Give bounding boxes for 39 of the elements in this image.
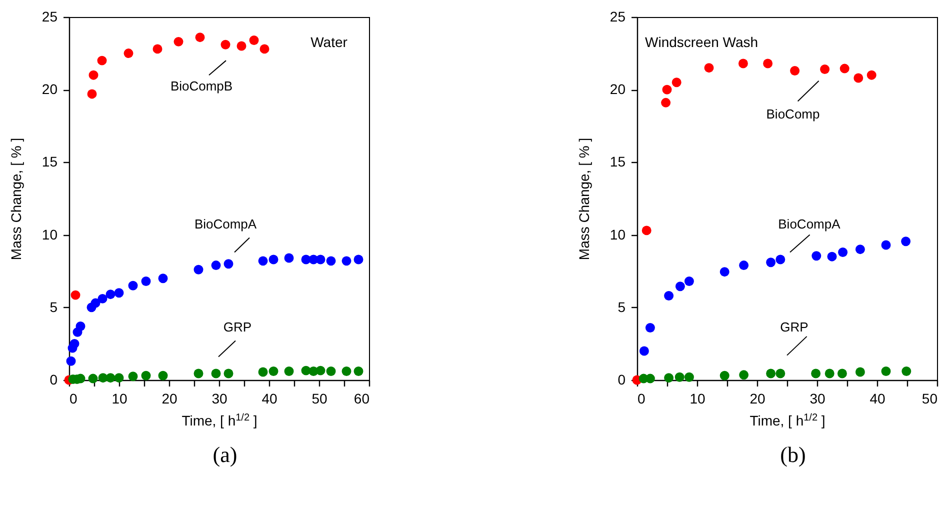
y-tick-label: 25 bbox=[610, 8, 626, 24]
x-tick-label: 20 bbox=[750, 390, 766, 406]
text: (b) bbox=[780, 442, 806, 467]
x-tick-label: 60 bbox=[354, 390, 370, 406]
x-tick-label: 50 bbox=[922, 390, 938, 406]
x-tick-label: 0 bbox=[70, 390, 78, 406]
x-tick-label: 40 bbox=[870, 390, 886, 406]
text: GRP bbox=[780, 320, 808, 335]
series-label: BioCompA bbox=[194, 216, 257, 232]
x-axis-title: Time, [ h$^{1/2}$ ] bbox=[182, 412, 258, 428]
y-tick-label: 15 bbox=[610, 154, 626, 170]
text: GRP bbox=[223, 320, 252, 335]
y-tick-label: 0 bbox=[50, 372, 58, 388]
y-tick-label: 20 bbox=[610, 81, 626, 98]
text: BioCompB bbox=[170, 78, 233, 94]
y-tick-label: 15 bbox=[42, 154, 58, 170]
y-tick-label: 25 bbox=[42, 8, 58, 24]
x-tick-label: 30 bbox=[212, 390, 228, 406]
x-tick-label: 50 bbox=[312, 390, 328, 406]
y-axis-title: Mass Change, [ % ] bbox=[576, 138, 592, 260]
x-tick-label: 20 bbox=[162, 390, 178, 406]
x-tick-label: 10 bbox=[690, 390, 706, 406]
x-tick-label: 10 bbox=[112, 390, 128, 406]
x-tick-label: 30 bbox=[810, 390, 826, 406]
text: Water bbox=[310, 34, 348, 50]
y-tick-label: 10 bbox=[610, 226, 626, 242]
series-label: BioCompA bbox=[778, 216, 841, 232]
text: (a) bbox=[212, 442, 238, 467]
x-tick-label: 0 bbox=[638, 390, 646, 406]
y-axis-title: Mass Change, [ % ] bbox=[8, 138, 24, 260]
text: BioComp bbox=[766, 106, 820, 122]
y-tick-label: 0 bbox=[618, 372, 626, 388]
x-axis-title: Time, [ h$^{1/2}$ ] bbox=[750, 412, 826, 428]
y-tick-label: 5 bbox=[618, 298, 626, 315]
x-tick-label: 40 bbox=[262, 390, 278, 406]
y-tick-label: 20 bbox=[42, 81, 58, 98]
y-tick-label: 10 bbox=[42, 226, 58, 242]
y-tick-label: 5 bbox=[50, 298, 58, 315]
text: Windscreen Wash bbox=[645, 34, 758, 50]
